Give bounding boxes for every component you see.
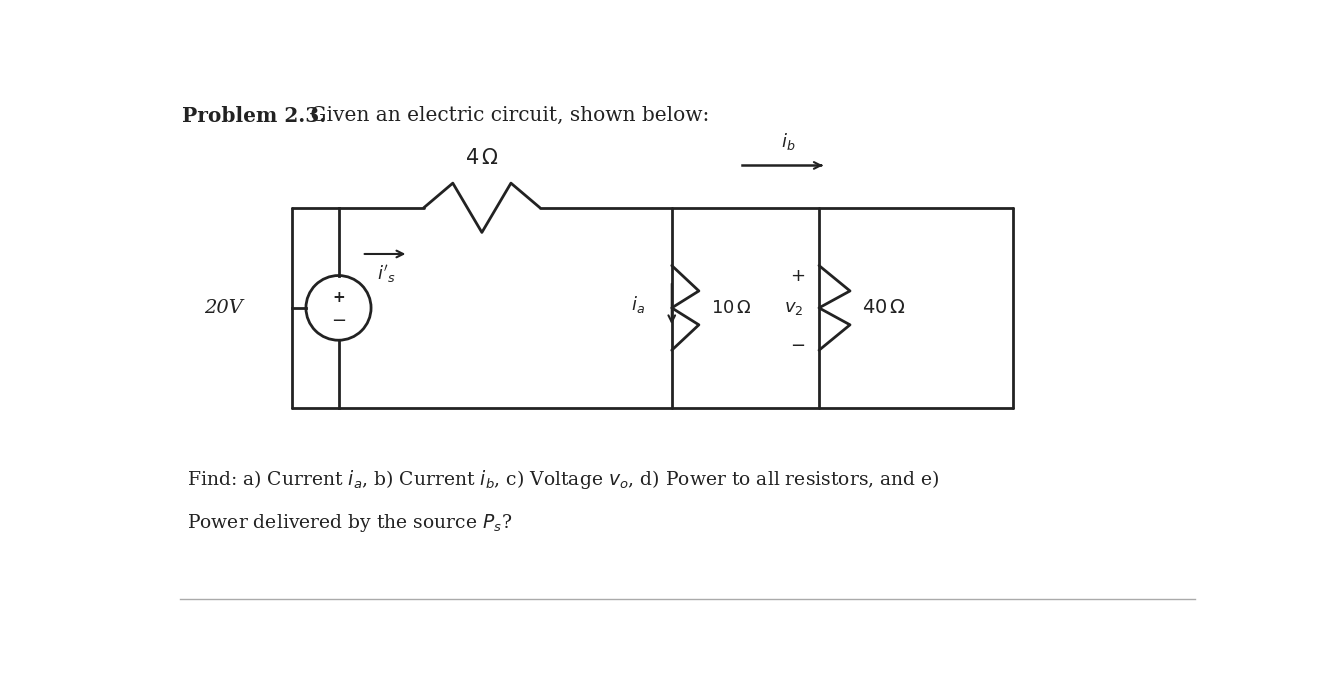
Text: +: +: [790, 266, 805, 284]
Text: $i_b$: $i_b$: [781, 131, 796, 152]
Text: $4\,\Omega$: $4\,\Omega$: [465, 147, 499, 167]
Text: $i'_s$: $i'_s$: [378, 263, 396, 285]
Text: Given an electric circuit, shown below:: Given an electric circuit, shown below:: [304, 106, 710, 125]
Text: +: +: [332, 289, 345, 304]
Text: Problem 2.3.: Problem 2.3.: [181, 106, 327, 126]
Text: Find: a) Current $i_a$, b) Current $i_b$, c) Voltage $v_o$, d) Power to all resi: Find: a) Current $i_a$, b) Current $i_b$…: [187, 468, 941, 491]
Text: −: −: [331, 312, 345, 330]
Text: $v_2$: $v_2$: [784, 299, 804, 317]
Text: $10\,\Omega$: $10\,\Omega$: [711, 299, 751, 317]
Text: −: −: [790, 338, 805, 356]
Text: Power delivered by the source $P_s$?: Power delivered by the source $P_s$?: [187, 512, 512, 534]
Text: $i_a$: $i_a$: [630, 293, 645, 315]
Text: 20V: 20V: [204, 299, 243, 317]
Text: $40\,\Omega$: $40\,\Omega$: [862, 299, 906, 317]
